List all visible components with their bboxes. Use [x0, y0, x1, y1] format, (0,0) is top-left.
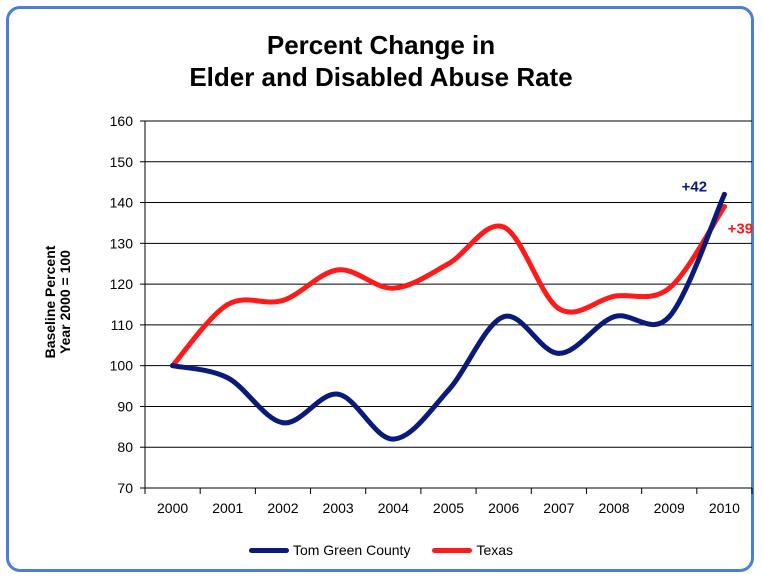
y-tick-label: 150: [110, 154, 134, 170]
chart-title-line2: Elder and Disabled Abuse Rate: [189, 62, 573, 92]
legend-item-texas: Texas: [432, 542, 513, 558]
x-tick-label: 2009: [654, 500, 685, 516]
data-point-texas-2003: [335, 267, 341, 273]
x-tick-label: 2001: [212, 500, 243, 516]
chart-title-line1: Percent Change in: [266, 30, 496, 60]
x-tick-label: 2000: [157, 500, 188, 516]
data-point-tom-green-2006: [501, 314, 507, 320]
x-tick-label: 2006: [488, 500, 519, 516]
y-tick-label: 130: [110, 235, 134, 251]
y-tick-label: 120: [110, 276, 134, 292]
legend-swatch-tom-green: [248, 547, 289, 553]
legend-label-texas: Texas: [476, 542, 514, 558]
x-tick-label: 2008: [598, 500, 629, 516]
data-point-texas-2002: [280, 297, 286, 303]
data-point-texas-2010: [721, 204, 727, 210]
legend-swatch-texas: [432, 547, 473, 553]
x-tick-label: 2005: [433, 500, 464, 516]
data-point-tom-green-2003: [335, 391, 341, 397]
y-tick-label: 90: [117, 398, 133, 414]
chart-frame: [6, 6, 754, 572]
x-tick-label: 2004: [378, 500, 409, 516]
y-tick-label: 140: [110, 195, 134, 211]
data-point-tom-green-2005: [446, 387, 451, 393]
data-point-texas-2008: [611, 293, 617, 299]
legend-item-tom-green: Tom Green County: [248, 542, 411, 558]
data-point-texas-2009: [666, 285, 672, 291]
x-tick-label: 2002: [267, 500, 298, 516]
data-point-texas-2007: [556, 306, 562, 312]
data-point-texas-2005: [446, 261, 451, 267]
data-point-tom-green-2010: [721, 191, 727, 197]
y-tick-label: 160: [110, 113, 134, 129]
series-line-texas: [170, 204, 727, 369]
x-tick-label: 2010: [709, 500, 740, 516]
end-label-texas: +39: [728, 221, 753, 238]
data-point-texas-2004: [390, 285, 396, 291]
y-tick-label: 100: [110, 358, 134, 374]
y-tick-label: 110: [111, 317, 134, 333]
data-point-tom-green-2000: [170, 363, 176, 369]
x-tick-label: 2007: [543, 500, 574, 516]
legend: Tom Green County Texas: [0, 542, 762, 558]
series-line-tom-green: [170, 191, 727, 442]
x-tick-label: 2003: [323, 500, 354, 516]
data-point-tom-green-2004: [390, 436, 396, 442]
y-tick-label: 70: [117, 480, 133, 496]
legend-label-tom-green: Tom Green County: [292, 542, 411, 558]
data-point-texas-2006: [501, 224, 507, 230]
end-label-tom-green: +42: [682, 178, 707, 195]
data-point-tom-green-2002: [280, 420, 286, 426]
data-point-tom-green-2009: [666, 314, 672, 320]
data-point-tom-green-2001: [225, 375, 231, 381]
data-point-texas-2001: [225, 302, 231, 307]
data-point-tom-green-2008: [611, 314, 617, 320]
y-tick-label: 80: [117, 439, 133, 455]
data-point-tom-green-2007: [556, 350, 562, 356]
